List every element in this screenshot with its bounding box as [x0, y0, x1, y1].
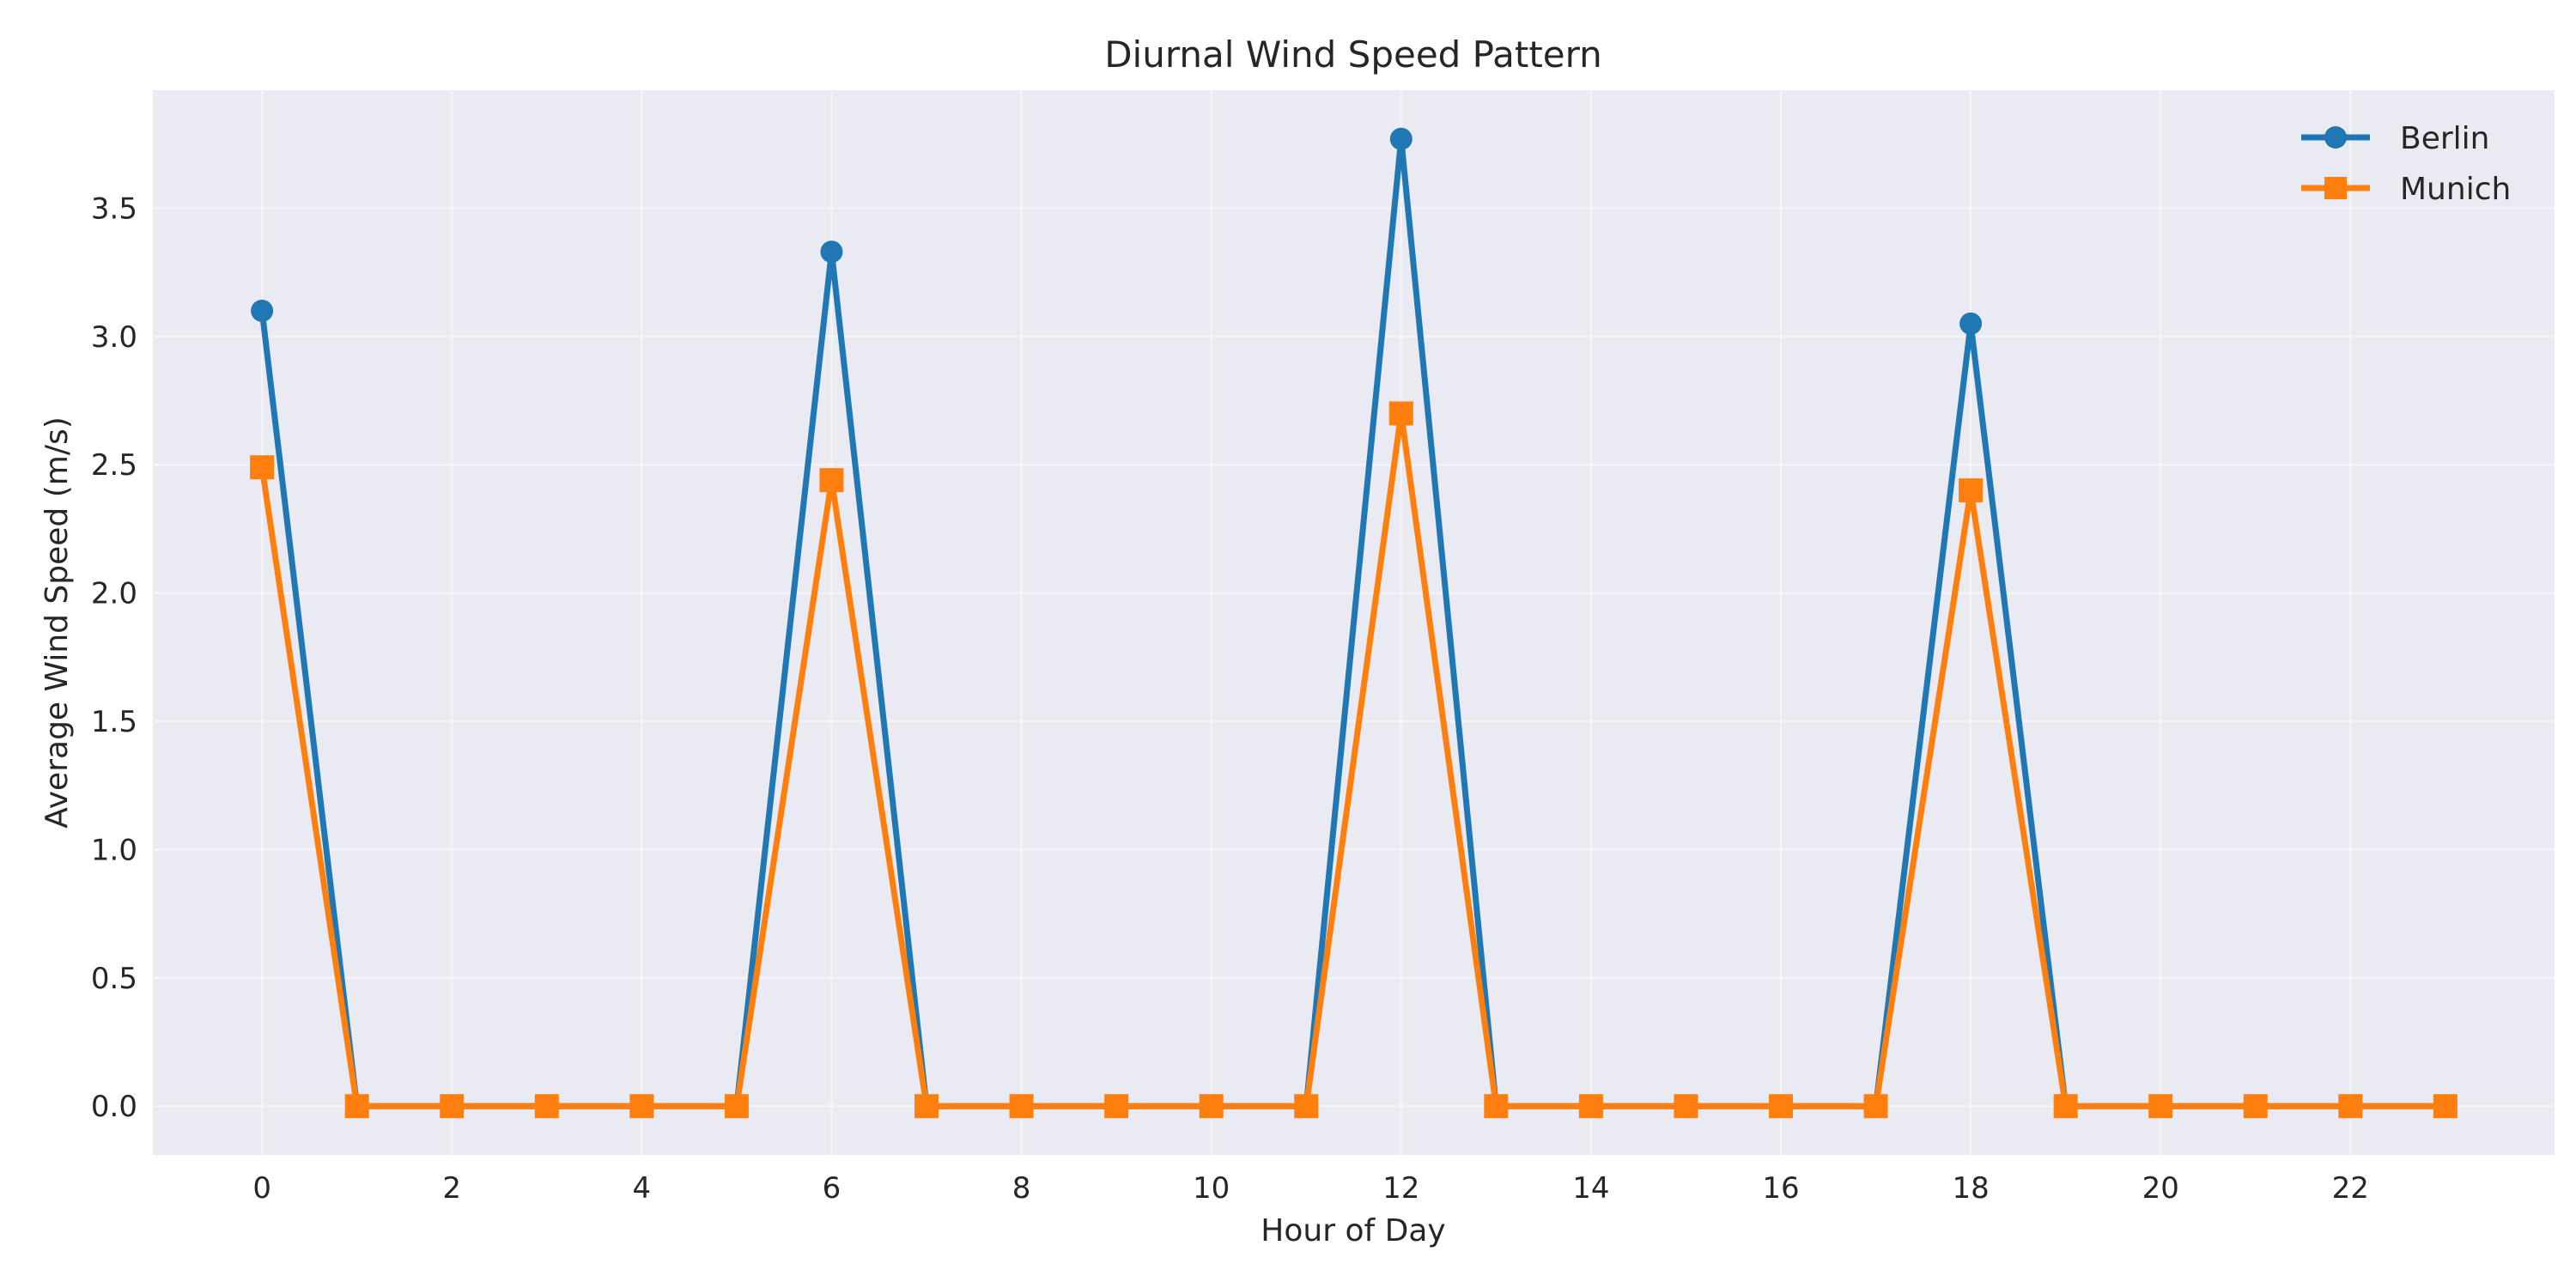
- data-point-munich: [250, 455, 275, 480]
- data-point-munich: [1104, 1094, 1129, 1119]
- y-tick-label: 1.0: [91, 833, 137, 867]
- legend-entry-munich: Munich: [2301, 172, 2511, 207]
- y-tick-label: 3.0: [91, 320, 137, 355]
- x-tick-label: 10: [1193, 1171, 1230, 1206]
- data-point-munich: [440, 1094, 465, 1119]
- data-point-munich: [2243, 1094, 2268, 1119]
- data-point-berlin: [251, 299, 274, 322]
- data-point-munich: [819, 468, 844, 493]
- data-point-berlin: [1389, 127, 1413, 150]
- x-tick-label: 6: [823, 1171, 841, 1206]
- x-tick-label: 12: [1382, 1171, 1419, 1206]
- data-point-munich: [1578, 1094, 1603, 1119]
- x-tick-labels: 0 2 4 6 8 10 12 14 16 18 20 22: [252, 1171, 2369, 1206]
- y-tick-label: 2.0: [91, 577, 137, 611]
- data-point-munich: [534, 1094, 559, 1119]
- data-point-munich: [1484, 1094, 1509, 1119]
- data-point-munich: [629, 1094, 654, 1119]
- data-point-munich: [1199, 1094, 1224, 1119]
- y-tick-label: 1.5: [91, 705, 137, 739]
- data-point-munich: [1674, 1094, 1698, 1119]
- data-point-munich: [1388, 401, 1413, 426]
- y-tick-label: 0.0: [91, 1090, 137, 1124]
- data-point-berlin: [820, 240, 843, 264]
- legend-label-berlin: Berlin: [2400, 121, 2489, 156]
- data-point-munich: [1009, 1094, 1034, 1119]
- legend-entry-berlin: Berlin: [2301, 121, 2489, 156]
- legend-label-munich: Munich: [2400, 172, 2511, 207]
- x-tick-label: 0: [252, 1171, 271, 1206]
- x-tick-label: 22: [2332, 1171, 2369, 1206]
- series-line-munich: [258, 410, 2445, 1109]
- series-munich: [250, 401, 2458, 1119]
- data-point-munich: [1768, 1094, 1793, 1119]
- data-point-munich: [1863, 1094, 1888, 1119]
- data-point-munich: [724, 1094, 749, 1119]
- data-point-munich: [344, 1094, 369, 1119]
- data-point-munich: [2148, 1094, 2173, 1119]
- legend-marker-berlin: [2324, 126, 2347, 149]
- x-tick-label: 20: [2142, 1171, 2179, 1206]
- y-tick-labels: 0.0 0.5 1.0 1.5 2.0 2.5 3.0 3.5: [91, 191, 137, 1124]
- data-point-munich: [914, 1094, 939, 1119]
- data-point-munich: [2053, 1094, 2078, 1119]
- x-tick-label: 2: [442, 1171, 461, 1206]
- chart-title: Diurnal Wind Speed Pattern: [1104, 33, 1602, 76]
- data-point-munich: [1294, 1094, 1319, 1119]
- data-point-munich: [2433, 1094, 2458, 1119]
- data-point-munich: [1959, 478, 1984, 503]
- x-tick-label: 16: [1762, 1171, 1799, 1206]
- y-tick-label: 3.5: [91, 191, 137, 226]
- x-axis-label: Hour of Day: [1261, 1213, 1445, 1249]
- series-layer: [250, 127, 2458, 1119]
- y-axis-label: Average Wind Speed (m/s): [39, 416, 75, 829]
- x-tick-label: 4: [633, 1171, 652, 1206]
- legend-marker-munich: [2324, 177, 2347, 199]
- grid: [153, 90, 2555, 1155]
- y-tick-label: 2.5: [91, 448, 137, 483]
- y-tick-label: 0.5: [91, 962, 137, 996]
- data-point-berlin: [1959, 312, 1983, 335]
- x-tick-label: 8: [1012, 1171, 1031, 1206]
- data-point-munich: [2338, 1094, 2363, 1119]
- legend: Berlin Munich: [2301, 121, 2511, 207]
- x-tick-label: 14: [1572, 1171, 1609, 1206]
- x-tick-label: 18: [1952, 1171, 1989, 1206]
